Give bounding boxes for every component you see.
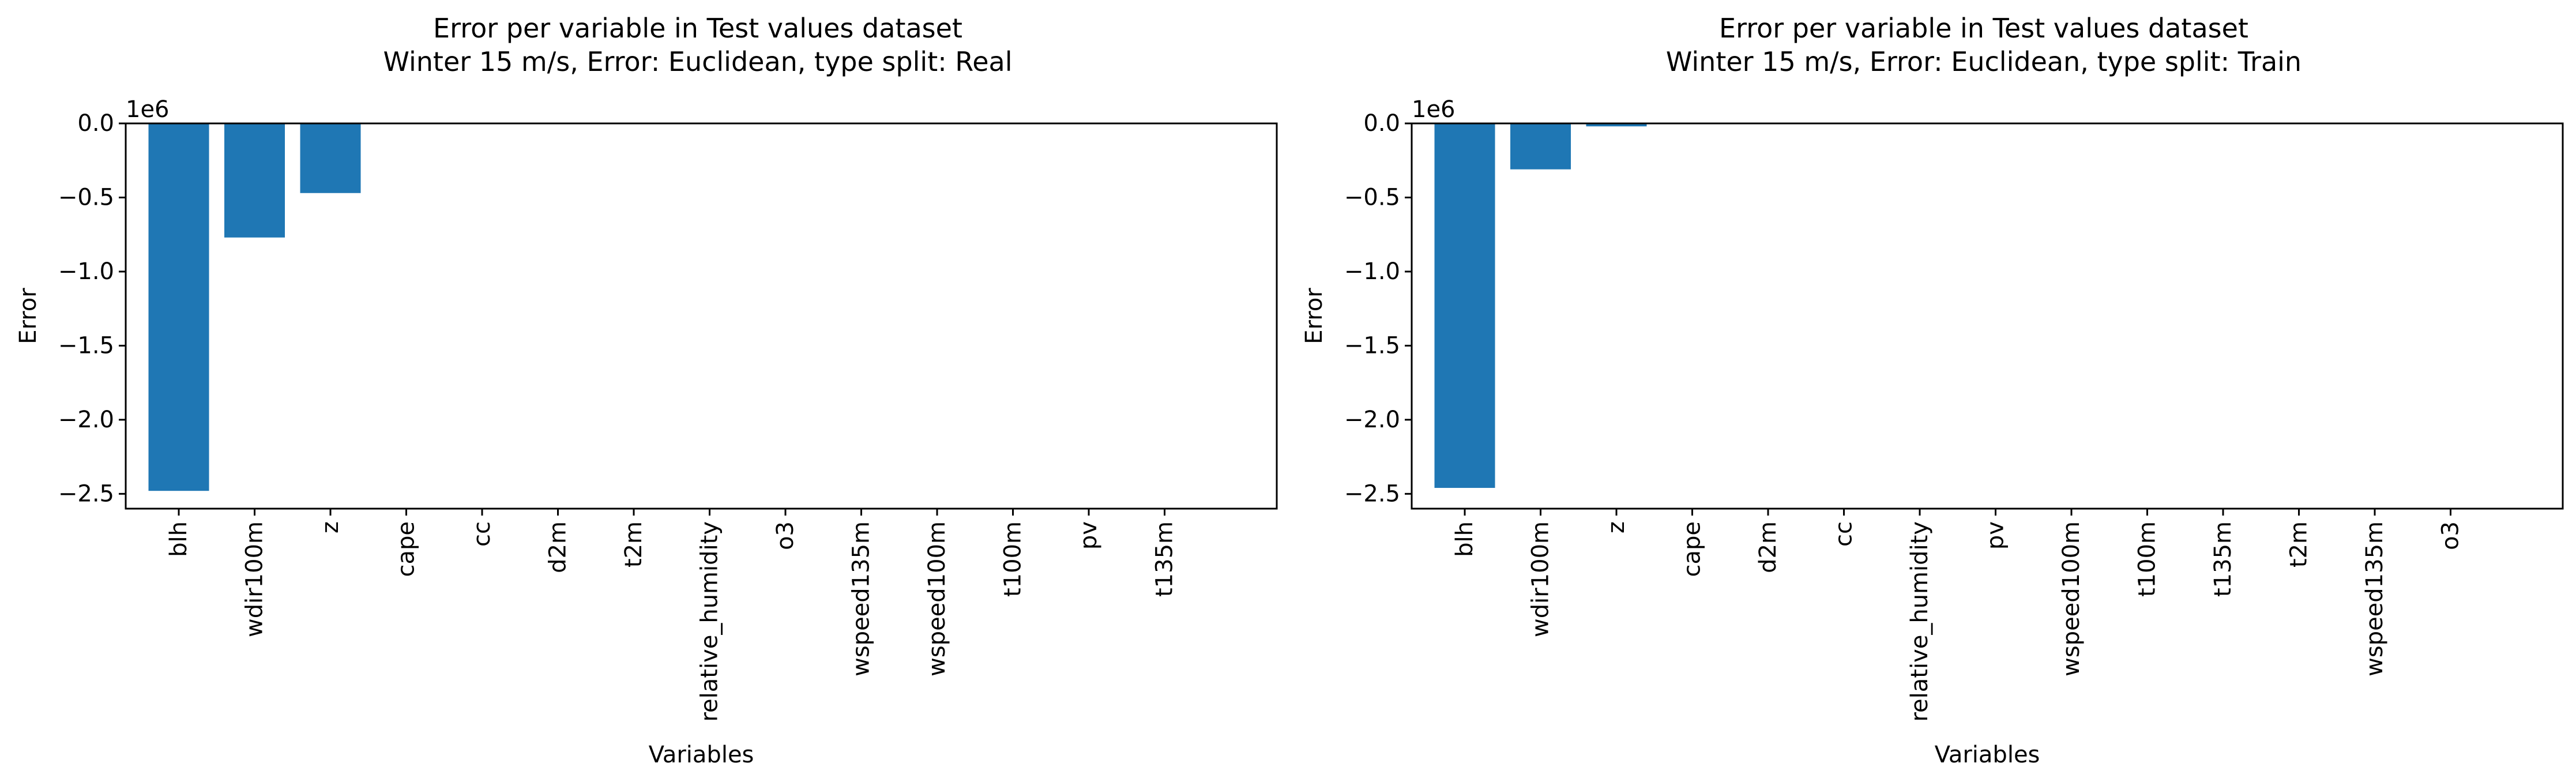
x-tick-label: blh — [1451, 521, 1478, 557]
x-tick-label: blh — [166, 521, 192, 557]
y-tick-label: −2.0 — [58, 407, 114, 433]
y-axis-label: Error — [1301, 288, 1328, 344]
bar-blh — [148, 123, 209, 491]
chart-real: Error per variable in Test values datase… — [15, 13, 1278, 768]
x-tick-label: o3 — [2438, 521, 2464, 550]
x-tick-label: relative_humidity — [1906, 521, 1933, 722]
chart-subtitle: Winter 15 m/s, Error: Euclidean, type sp… — [383, 46, 1013, 77]
bar-z — [1586, 123, 1647, 127]
x-tick-label: t2m — [621, 521, 647, 567]
x-axis-label: Variables — [1935, 742, 2040, 768]
y-tick-label: −2.0 — [1344, 407, 1400, 433]
x-ticks: blh wdir100m z cape d2m cc relative_humidity pv… — [1451, 509, 2464, 722]
x-tick-label: d2m — [545, 521, 571, 573]
x-tick-label: t2m — [2286, 521, 2312, 567]
x-tick-label: z — [317, 521, 344, 533]
y-tick-label: −1.5 — [58, 332, 114, 359]
y-tick-label: −0.5 — [58, 184, 114, 210]
x-tick-label: relative_humidity — [697, 521, 723, 722]
x-tick-label: cape — [1679, 521, 1706, 577]
plot-frame — [125, 122, 1278, 510]
x-tick-label: cc — [1831, 521, 1857, 547]
x-tick-label: wspeed135m — [848, 521, 875, 676]
x-tick-label: wspeed135m — [2361, 521, 2388, 676]
y-offset-label: 1e6 — [1412, 96, 1456, 123]
x-tick-label: t135m — [1152, 521, 1178, 597]
x-tick-label: wdir100m — [242, 521, 268, 637]
y-tick-label: 0.0 — [77, 110, 114, 137]
x-tick-label: z — [1603, 521, 1630, 533]
y-offset-label: 1e6 — [126, 96, 170, 123]
x-tick-label: t100m — [1000, 521, 1026, 597]
x-tick-label: cc — [469, 521, 495, 547]
y-tick-label: −1.5 — [1344, 332, 1400, 359]
chart-subtitle: Winter 15 m/s, Error: Euclidean, type sp… — [1666, 46, 2302, 77]
y-ticks: 0.0 −0.5 −1.0 −1.5 −2.0 −2.5 — [58, 110, 126, 507]
x-tick-label: pv — [1075, 521, 1102, 550]
y-axis-label: Error — [15, 288, 42, 344]
chart-title: Error per variable in Test values datase… — [433, 13, 962, 44]
x-tick-label: wspeed100m — [924, 521, 950, 676]
x-axis-label: Variables — [649, 742, 754, 768]
x-tick-label: wspeed100m — [2058, 521, 2085, 676]
x-tick-label: d2m — [1755, 521, 1781, 573]
plot-frame — [1411, 122, 2564, 510]
bars — [148, 123, 361, 491]
chart-train: Error per variable in Test values datase… — [1301, 13, 2564, 768]
bars — [1434, 123, 1647, 488]
y-tick-label: −2.5 — [58, 480, 114, 507]
bar-z — [300, 123, 361, 193]
bar-wdir100m — [1510, 123, 1571, 170]
bar-wdir100m — [224, 123, 285, 238]
y-tick-label: −0.5 — [1344, 184, 1400, 210]
x-tick-label: t135m — [2210, 521, 2236, 597]
x-tick-label: pv — [1983, 521, 2009, 550]
y-tick-label: −1.0 — [1344, 258, 1400, 285]
y-ticks: 0.0 −0.5 −1.0 −1.5 −2.0 −2.5 — [1344, 110, 1412, 507]
x-tick-label: o3 — [772, 521, 799, 550]
chart-title: Error per variable in Test values datase… — [1719, 13, 2248, 44]
y-tick-label: −2.5 — [1344, 480, 1400, 507]
y-tick-label: 0.0 — [1363, 110, 1400, 137]
x-tick-label: wdir100m — [1528, 521, 1554, 637]
bar-blh — [1434, 123, 1495, 488]
y-tick-label: −1.0 — [58, 258, 114, 285]
x-tick-label: t100m — [2134, 521, 2161, 597]
x-tick-label: cape — [393, 521, 420, 577]
x-ticks: blh wdir100m z cape cc d2m t2m relative_humidit… — [166, 509, 1178, 722]
